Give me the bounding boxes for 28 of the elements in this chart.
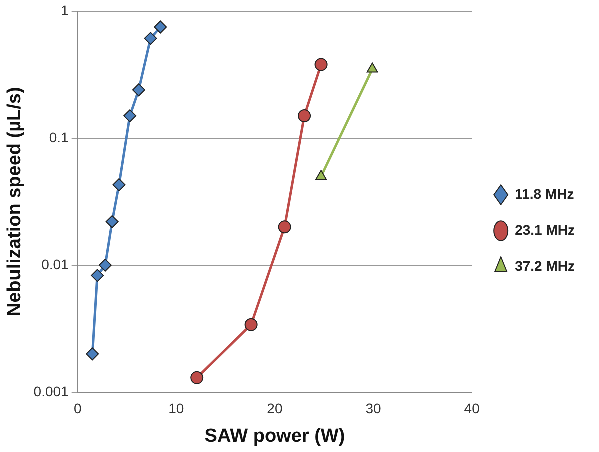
x-tick-label: 30 bbox=[366, 400, 382, 417]
legend-label: 37.2 MHz bbox=[515, 258, 576, 274]
legend-label: 23.1 MHz bbox=[515, 222, 576, 238]
y-tick-label: 0.1 bbox=[49, 129, 70, 146]
point bbox=[244, 318, 258, 332]
point bbox=[132, 84, 146, 97]
x-tick-label: 0 bbox=[74, 400, 82, 417]
point bbox=[124, 110, 137, 123]
legend-label: 11.8 MHz bbox=[515, 186, 574, 202]
point bbox=[112, 178, 126, 192]
point bbox=[190, 371, 204, 384]
point bbox=[314, 58, 328, 72]
x-tick-label: 10 bbox=[168, 400, 184, 417]
point bbox=[91, 269, 104, 282]
y-tick-label: 0.01 bbox=[42, 256, 70, 272]
point bbox=[106, 215, 119, 228]
point bbox=[144, 32, 158, 46]
y-tick-label: 0.001 bbox=[34, 383, 70, 400]
point bbox=[298, 110, 312, 123]
x-axis-title: SAW power (W) bbox=[204, 426, 346, 447]
x-tick-label: 40 bbox=[464, 400, 480, 417]
point bbox=[278, 220, 292, 234]
point bbox=[86, 348, 100, 361]
y-tick-label: 1 bbox=[61, 2, 70, 18]
y-axis-title: Nebulization speed (µL/s) bbox=[4, 87, 26, 317]
point bbox=[98, 258, 112, 272]
point bbox=[154, 20, 168, 34]
x-tick-label: 20 bbox=[267, 400, 283, 417]
